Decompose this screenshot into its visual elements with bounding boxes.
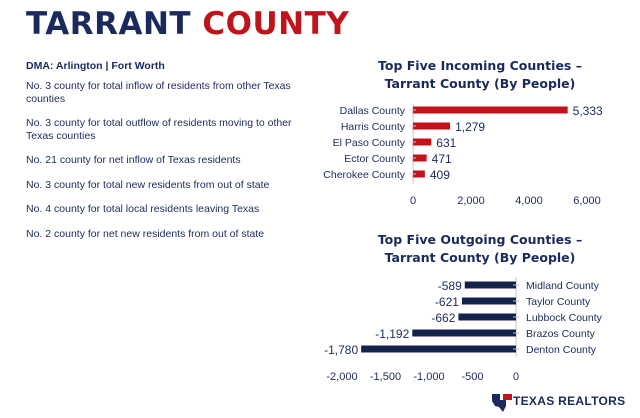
fact-item: No. 2 county for net new residents from … bbox=[26, 227, 265, 240]
incoming-bar-2 bbox=[413, 138, 432, 146]
incoming-axis-tick-label-3: 6,000 bbox=[573, 195, 601, 207]
incoming-value-label-2: 631 bbox=[436, 136, 456, 150]
incoming-bar-1 bbox=[413, 122, 451, 130]
incoming-category-label-4: Cherokee County bbox=[323, 169, 405, 181]
page-title: TARRANT COUNTY bbox=[26, 2, 349, 46]
outgoing-category-label-0: Midland County bbox=[526, 280, 600, 292]
footer-brand-text: TEXAS REALTORS bbox=[513, 394, 626, 408]
outgoing-axis-tick-label-4: 0 bbox=[513, 371, 519, 383]
incoming-axis-tick-label-1: 2,000 bbox=[457, 195, 485, 207]
outgoing-axis-tick-label-1: -1,500 bbox=[370, 371, 401, 383]
incoming-category-label-1: Harris County bbox=[341, 121, 406, 133]
fact-item: No. 3 county for total new residents fro… bbox=[26, 178, 270, 191]
outgoing-category-label-2: Lubbock County bbox=[526, 312, 603, 324]
incoming-value-label-1: 1,279 bbox=[455, 120, 485, 134]
dma-label: DMA: Arlington | Fort Worth bbox=[26, 60, 165, 72]
outgoing-bar-4 bbox=[361, 345, 516, 353]
outgoing-chart-title-line2: Tarrant County (By People) bbox=[384, 250, 576, 265]
outgoing-value-label-2: -662 bbox=[431, 311, 455, 325]
fact-item: No. 21 county for net inflow of Texas re… bbox=[26, 154, 241, 166]
title-word-1: TARRANT bbox=[26, 6, 192, 42]
outgoing-category-label-1: Taylor County bbox=[526, 296, 591, 308]
title-word-2: COUNTY bbox=[202, 6, 350, 42]
outgoing-bar-3 bbox=[412, 329, 516, 337]
outgoing-bar-2 bbox=[458, 313, 516, 321]
outgoing-axis-tick-label-2: -1,000 bbox=[413, 371, 444, 383]
outgoing-chart-title: Top Five Outgoing Counties – Tarrant Cou… bbox=[330, 231, 630, 267]
outgoing-value-label-3: -1,192 bbox=[375, 327, 409, 341]
incoming-axis-tick-label-2: 4,000 bbox=[515, 195, 543, 207]
outgoing-value-label-1: -621 bbox=[435, 295, 459, 309]
incoming-value-label-0: 5,333 bbox=[573, 104, 603, 118]
outgoing-axis-tick-label-0: -2,000 bbox=[326, 371, 357, 383]
incoming-chart-title-line1: Top Five Incoming Counties – bbox=[378, 58, 582, 73]
fact-item: No. 3 county for total outflow of reside… bbox=[26, 117, 292, 142]
incoming-chart-title-line2: Tarrant County (By People) bbox=[384, 76, 576, 91]
incoming-bar-4 bbox=[413, 170, 425, 178]
incoming-category-label-0: Dallas County bbox=[340, 105, 406, 117]
outgoing-bar-0 bbox=[464, 281, 516, 289]
outgoing-value-label-4: -1,780 bbox=[324, 343, 358, 357]
incoming-bar-0 bbox=[413, 106, 568, 114]
outgoing-axis-tick-label-3: -500 bbox=[461, 371, 483, 383]
outgoing-bar-1 bbox=[461, 297, 516, 305]
fact-item: No. 3 county for total inflow of residen… bbox=[26, 80, 291, 105]
incoming-bar-3 bbox=[413, 154, 427, 162]
incoming-category-label-2: El Paso County bbox=[333, 137, 406, 149]
outgoing-category-label-3: Brazos County bbox=[526, 328, 596, 340]
incoming-category-label-3: Ector County bbox=[344, 153, 405, 165]
incoming-value-label-3: 471 bbox=[432, 152, 452, 166]
outgoing-value-label-0: -589 bbox=[438, 279, 462, 293]
fact-item: No. 4 county for total local residents l… bbox=[26, 203, 260, 215]
incoming-chart-title: Top Five Incoming Counties – Tarrant Cou… bbox=[330, 57, 630, 93]
texas-realtors-logo bbox=[492, 394, 512, 412]
incoming-value-label-4: 409 bbox=[430, 168, 450, 182]
incoming-axis-tick-label-0: 0 bbox=[410, 195, 416, 207]
outgoing-chart-title-line1: Top Five Outgoing Counties – bbox=[377, 232, 583, 247]
facts-panel: DMA: Arlington | Fort Worth No. 3 county… bbox=[26, 60, 294, 240]
outgoing-category-label-4: Denton County bbox=[526, 344, 597, 356]
